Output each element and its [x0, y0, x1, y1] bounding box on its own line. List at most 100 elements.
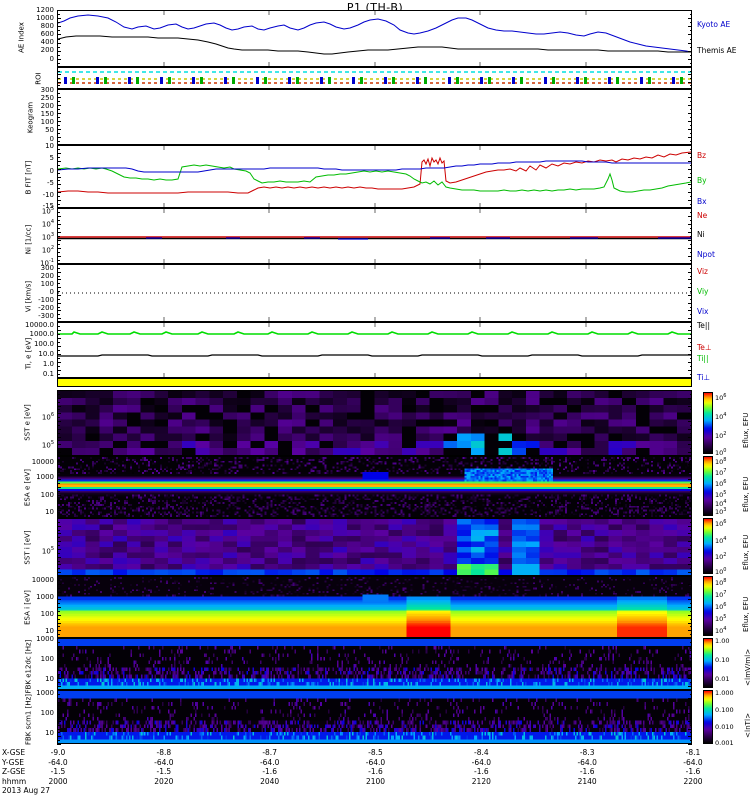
- axis-tick: [57, 599, 61, 601]
- axis-tick: [688, 456, 692, 457]
- legend-npot: Npot: [697, 251, 715, 259]
- axis-tick: [57, 490, 60, 492]
- axis-tick: [57, 506, 60, 508]
- cbarlab-fbke-2: 0.01: [715, 676, 729, 683]
- axis-tick: [688, 678, 692, 679]
- sst-i-spec: [58, 519, 691, 575]
- axis-tick: [57, 440, 60, 442]
- axis-tick: [688, 405, 692, 407]
- axis-tick: [688, 614, 692, 616]
- panel-esa-electron-spectrogram: [57, 456, 692, 518]
- axis-tick: [688, 463, 692, 465]
- axis-tick: [57, 678, 61, 679]
- panel-vi-velocity: [57, 264, 692, 322]
- ylabel-esa-i: ESA i [eV]: [24, 582, 32, 634]
- axis-tick: [57, 467, 60, 469]
- axis-tick: [689, 701, 692, 703]
- axis-tick: [57, 572, 61, 574]
- axis-tick: [57, 717, 60, 718]
- axis-tick: [57, 58, 61, 60]
- ytick-vi-0: 0: [28, 289, 54, 296]
- axis-tick: [57, 510, 61, 512]
- axis-tick: [688, 487, 692, 488]
- axis-tick: [57, 54, 60, 56]
- colorbar-sst-e: [703, 392, 713, 454]
- axis-tick: [57, 101, 60, 102]
- axis-tick: [689, 642, 692, 643]
- axis-tick: [57, 556, 61, 558]
- x-axis-date: 2013 Aug 27: [2, 786, 50, 795]
- cbartitle-sst-e: Eflux, EFU: [742, 413, 750, 448]
- axis-tick: [688, 248, 692, 249]
- axis-tick: [688, 208, 692, 209]
- axis-tick: [688, 518, 692, 519]
- axis-tick: [57, 30, 60, 32]
- axis-tick: [689, 467, 692, 469]
- axis-tick: [688, 510, 692, 512]
- axis-tick: [57, 298, 60, 300]
- legend-bz: Bz: [697, 152, 706, 160]
- axis-tick: [688, 638, 692, 639]
- axis-tick: [57, 220, 60, 221]
- ytick-esae-100: 100: [16, 492, 54, 499]
- axis-tick: [57, 275, 60, 277]
- axis-tick: [689, 306, 692, 308]
- axis-tick: [689, 459, 692, 461]
- axis-tick: [689, 252, 692, 253]
- axis-tick: [689, 334, 692, 335]
- panel-roi: [57, 67, 692, 89]
- x-axis-row-label-y-gse: Y-GSE: [2, 758, 24, 767]
- series-themis-ae: [58, 35, 691, 55]
- colorbar-esa-i: [703, 576, 713, 636]
- axis-tick: [57, 607, 61, 608]
- axis-tick: [688, 121, 692, 122]
- ytick-ssti-1e5: 105: [30, 546, 54, 555]
- axis-tick: [688, 370, 692, 371]
- cbarlab-fbks-0: 1.000: [715, 690, 734, 697]
- axis-tick: [57, 483, 60, 485]
- axis-tick: [57, 338, 61, 339]
- axis-tick: [688, 697, 692, 699]
- ytick-vi-m200: -200: [24, 305, 54, 312]
- axis-tick: [57, 85, 60, 87]
- axis-tick: [688, 705, 692, 707]
- axis-tick: [57, 560, 60, 562]
- ytick-ni-1e3: 103: [30, 232, 54, 241]
- ytick-fbks-100: 100: [20, 710, 54, 717]
- legend-viy: Viy: [697, 288, 709, 296]
- axis-tick: [57, 541, 61, 543]
- axis-tick: [57, 529, 60, 531]
- axis-tick: [688, 42, 692, 44]
- axis-tick: [57, 240, 61, 241]
- axis-tick: [57, 366, 60, 367]
- axis-tick: [57, 346, 61, 347]
- axis-tick: [57, 145, 61, 146]
- x-tick-x-gse-1: -8.8: [150, 748, 178, 757]
- axis-tick: [57, 133, 60, 134]
- axis-tick: [689, 172, 692, 174]
- cbarlab-sste-3: 100: [715, 448, 726, 457]
- vi-gridlines: [163, 265, 587, 321]
- axis-tick: [57, 564, 61, 566]
- axis-tick: [688, 279, 692, 281]
- axis-tick: [689, 717, 692, 718]
- ni-gridlines: [163, 209, 587, 263]
- ytick-keo-100: 100: [30, 119, 54, 126]
- axis-tick: [57, 314, 60, 316]
- axis-tick: [689, 393, 692, 395]
- ytick-b-10: 10: [32, 143, 54, 150]
- axis-tick: [689, 133, 692, 134]
- cbarlab-esai-1: 107: [715, 590, 726, 599]
- axis-tick: [57, 693, 60, 695]
- axis-tick: [57, 705, 61, 707]
- axis-tick: [689, 626, 692, 628]
- series-ti-perp-green: [58, 331, 691, 335]
- axis-tick: [57, 463, 61, 465]
- axis-tick: [57, 362, 61, 363]
- roi-marker-row: [58, 77, 691, 84]
- axis-tick: [57, 156, 60, 158]
- axis-tick: [689, 366, 692, 367]
- ytick-ae-1000: 1000: [26, 15, 54, 22]
- axis-tick: [57, 271, 61, 273]
- axis-tick: [57, 502, 61, 504]
